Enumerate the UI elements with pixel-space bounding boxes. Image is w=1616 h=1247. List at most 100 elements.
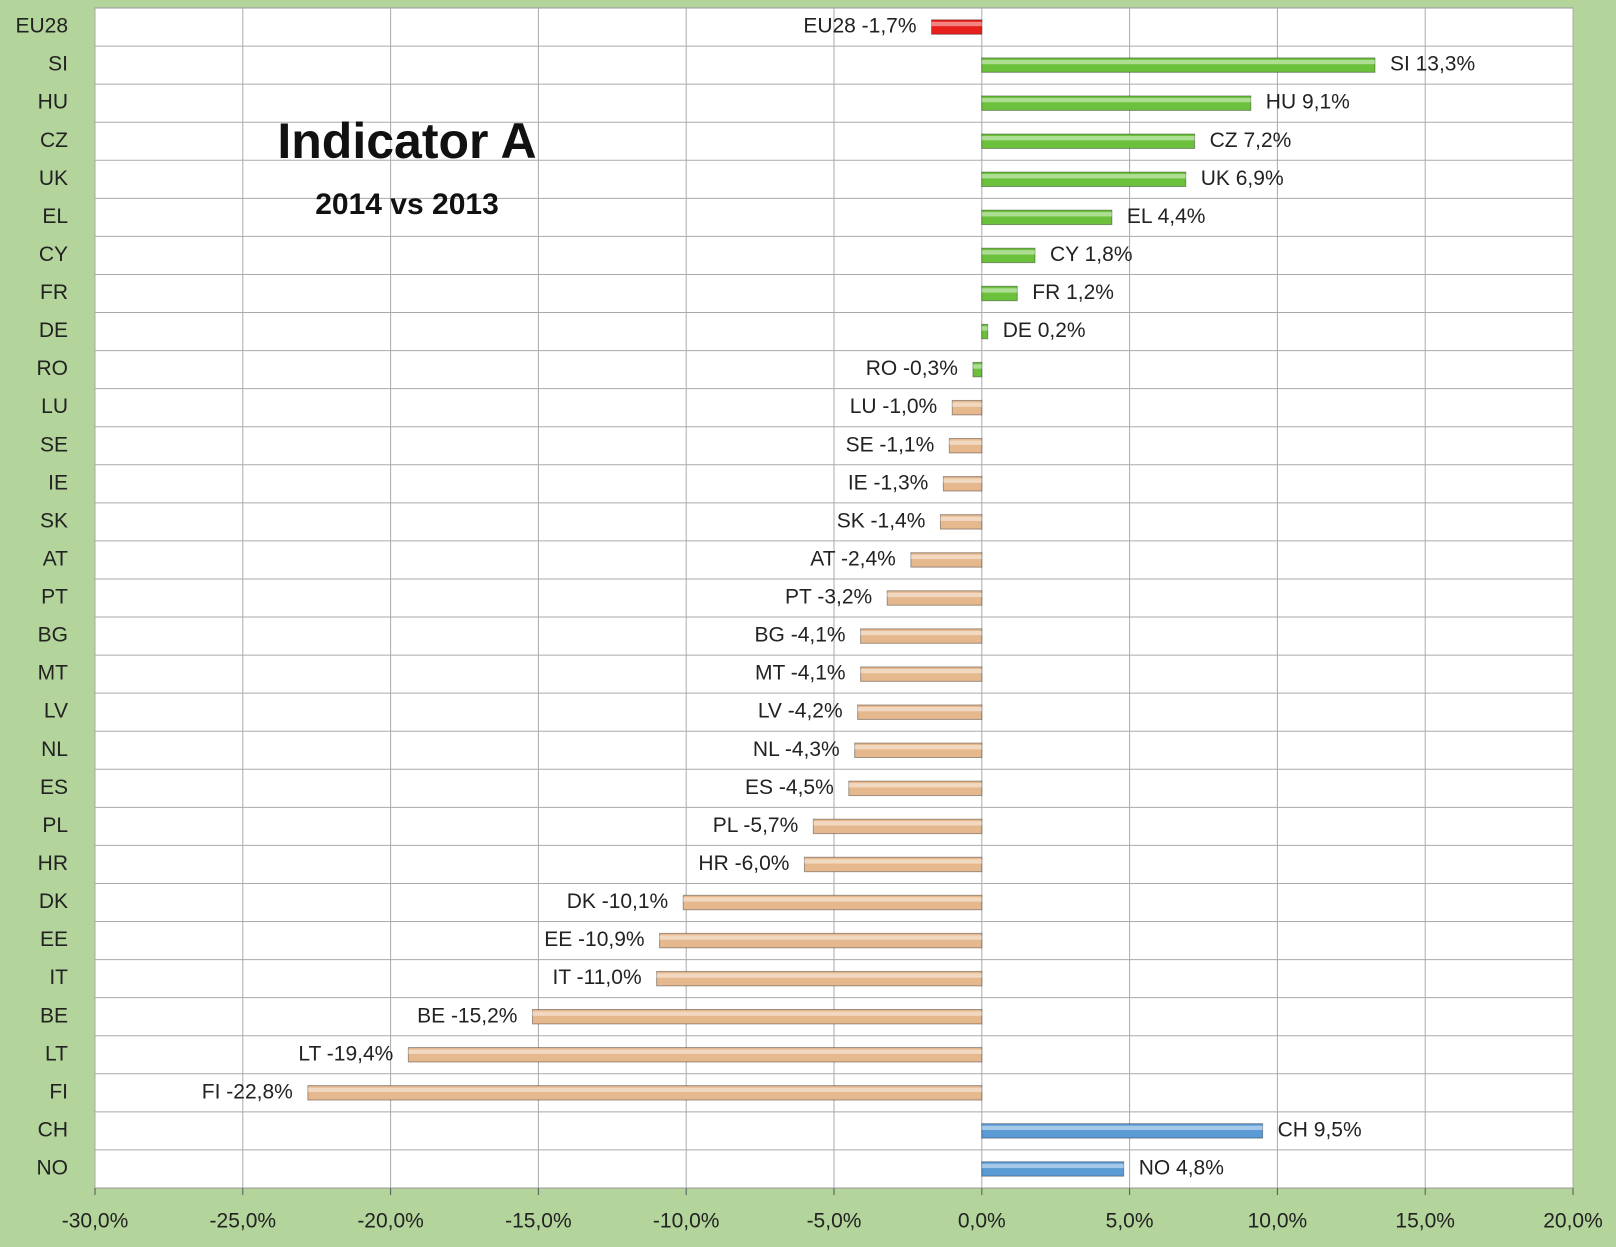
bar <box>981 1123 1264 1139</box>
value-label: FI -22,8% <box>202 1080 293 1103</box>
bar-highlight <box>981 135 1195 141</box>
y-tick-label: FI <box>49 1080 68 1103</box>
bar <box>981 57 1376 73</box>
bar <box>910 552 983 568</box>
value-label: MT -4,1% <box>755 662 846 685</box>
value-label: PT -3,2% <box>785 586 872 609</box>
x-tick-label: 0,0% <box>958 1210 1006 1233</box>
y-tick-label: DK <box>39 890 68 913</box>
bar-highlight <box>860 630 982 636</box>
bar <box>981 1161 1125 1177</box>
x-tick-label: -25,0% <box>210 1210 277 1233</box>
bar-highlight <box>940 516 982 521</box>
y-tick-label: SK <box>40 509 68 532</box>
bar-highlight <box>804 859 982 864</box>
y-tick-label: DE <box>39 319 68 342</box>
value-label: DE 0,2% <box>1003 319 1086 342</box>
bar <box>860 666 983 682</box>
y-tick-label: SE <box>40 433 68 456</box>
bar-highlight <box>981 1125 1263 1131</box>
value-label: CY 1,8% <box>1050 243 1133 266</box>
bar-highlight <box>952 402 982 407</box>
bar-highlight <box>659 935 982 940</box>
bar <box>981 95 1252 111</box>
bar-highlight <box>683 897 982 902</box>
bar-highlight <box>981 59 1375 65</box>
bar <box>886 590 983 606</box>
bar-highlight <box>854 745 982 750</box>
bar <box>931 19 983 35</box>
value-label: CH 9,5% <box>1278 1118 1362 1141</box>
value-label: SK -1,4% <box>837 509 926 532</box>
bar <box>803 856 983 873</box>
bar <box>981 171 1187 188</box>
y-tick-label: SI <box>48 53 68 76</box>
bar <box>812 818 983 835</box>
value-label: NL -4,3% <box>753 738 840 761</box>
y-tick-label: HU <box>38 91 68 114</box>
x-tick-label: 15,0% <box>1395 1210 1455 1233</box>
value-label: FR 1,2% <box>1032 281 1114 304</box>
bar-highlight <box>910 554 982 560</box>
x-tick-label: 10,0% <box>1248 1210 1308 1233</box>
y-tick-label: RO <box>37 357 69 380</box>
y-tick-label: BG <box>38 624 68 647</box>
bar-highlight <box>848 783 982 788</box>
value-label: SI 13,3% <box>1390 53 1475 76</box>
bar <box>939 514 983 530</box>
bar-highlight <box>656 973 982 978</box>
bar-highlight <box>981 212 1112 217</box>
bar <box>981 323 989 340</box>
y-tick-label: NL <box>41 738 68 761</box>
y-tick-label: PT <box>41 586 68 609</box>
value-label: LV -4,2% <box>758 700 843 723</box>
chart-title: Indicator A <box>277 113 536 169</box>
y-tick-label: EE <box>40 928 68 951</box>
bar <box>659 932 983 949</box>
value-label: BE -15,2% <box>417 1004 517 1027</box>
y-tick-label: HR <box>38 852 68 875</box>
bar <box>951 399 983 416</box>
bar <box>981 209 1113 226</box>
value-label: EE -10,9% <box>544 928 644 951</box>
value-label: DK -10,1% <box>567 890 669 913</box>
bar-highlight <box>981 97 1251 103</box>
bar-highlight <box>307 1087 982 1092</box>
y-tick-label: CZ <box>40 129 68 152</box>
x-tick-label: -15,0% <box>505 1210 572 1233</box>
value-label: EL 4,4% <box>1127 205 1206 228</box>
bar-highlight <box>943 478 982 483</box>
chart-subtitle: 2014 vs 2013 <box>315 188 499 221</box>
bar <box>942 476 983 492</box>
value-label: HR -6,0% <box>698 852 789 875</box>
y-tick-label: EU28 <box>15 15 68 38</box>
bar-highlight <box>860 668 982 674</box>
x-tick-label: -10,0% <box>653 1210 720 1233</box>
value-label: LU -1,0% <box>850 395 938 418</box>
value-label: IE -1,3% <box>848 471 929 494</box>
value-label: EU28 -1,7% <box>803 15 916 38</box>
bar-highlight <box>931 21 982 27</box>
bar <box>981 285 1018 302</box>
x-tick-label: 20,0% <box>1543 1210 1603 1233</box>
bar <box>848 780 983 797</box>
x-tick-label: -5,0% <box>807 1210 862 1233</box>
bar <box>860 628 983 644</box>
bar <box>407 1047 983 1063</box>
y-tick-label: ES <box>40 776 68 799</box>
bar-highlight <box>981 326 988 331</box>
bar <box>857 704 983 720</box>
x-tick-label: -30,0% <box>62 1210 129 1233</box>
bar <box>981 133 1196 149</box>
bar-highlight <box>981 250 1036 255</box>
value-label: BG -4,1% <box>755 624 846 647</box>
y-tick-label: CH <box>38 1118 68 1141</box>
value-label: IT -11,0% <box>553 966 642 989</box>
chart-layer: -30,0% -25,0% -20,0% -15,0% -10,0% -5,0% 0,0% 5… <box>15 8 1603 1233</box>
y-tick-label: MT <box>38 662 68 685</box>
bar <box>972 361 983 378</box>
value-label: ES -4,5% <box>745 776 834 799</box>
y-tick-label: LV <box>44 700 68 723</box>
value-label: RO -0,3% <box>866 357 958 380</box>
